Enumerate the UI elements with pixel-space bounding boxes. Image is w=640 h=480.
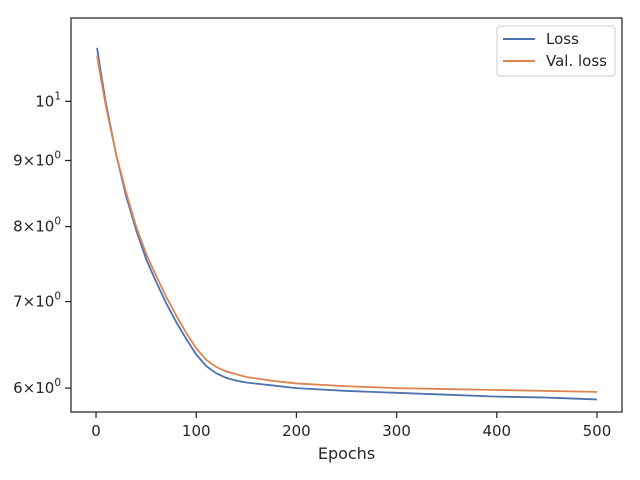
x-tick-label: 400 [482,422,511,440]
y-tick-base: 6×10 [13,379,54,397]
legend-label: Loss [546,30,579,48]
legend-label: Val. loss [546,52,607,70]
y-tick-label: 8×100 [13,216,61,236]
y-tick-label: 6×100 [13,377,61,397]
legend: Loss Val. loss [496,25,616,77]
y-tick-exponent: 0 [54,291,61,303]
y-tick-base: 8×10 [13,218,54,236]
series-layer [96,47,597,401]
x-tick-label: 200 [282,422,311,440]
y-tick-base: 9×10 [13,151,54,169]
x-tick-label: 300 [382,422,411,440]
x-axis-ticks: 0 100 200 300 400 500 [91,412,611,440]
y-tick-exponent: 0 [54,216,61,228]
plot-area [70,17,623,413]
x-tick-label: 100 [182,422,211,440]
x-axis-label: Epochs [318,444,375,463]
y-tick-label: 9×100 [13,149,61,169]
y-tick-exponent: 0 [54,149,61,161]
y-tick-exponent: 0 [54,377,61,389]
series-line-val-loss [96,55,597,393]
y-tick-base: 7×10 [13,293,54,311]
y-tick-base: 10 [35,92,54,110]
y-tick-label: 7×100 [13,291,61,311]
x-tick-label: 500 [583,422,612,440]
y-tick-exponent: 1 [54,90,61,102]
x-tick-label: 0 [91,422,101,440]
y-tick-label: 101 [35,90,61,110]
series-line-loss [96,47,597,401]
